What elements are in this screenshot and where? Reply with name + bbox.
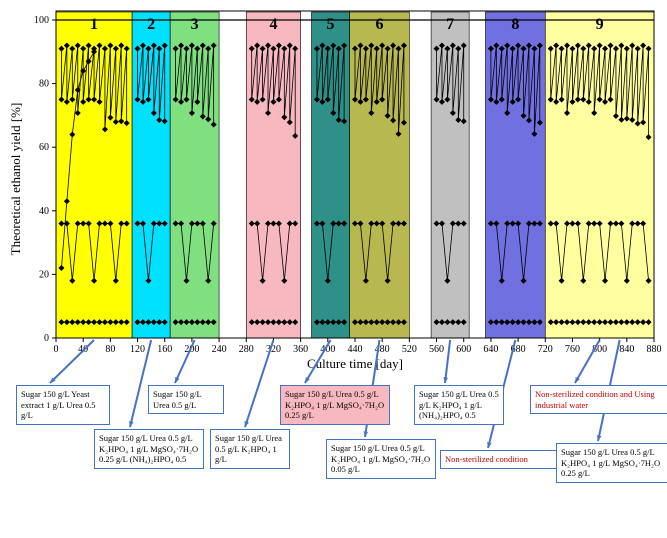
- cond-8: Non-sterilized condition: [440, 450, 560, 469]
- svg-text:100: 100: [34, 15, 49, 26]
- cond-2: Sugar 150 g/L Urea 0.5 g/L K₂HPO₄ 1 g/L …: [94, 429, 204, 469]
- svg-text:8: 8: [511, 16, 519, 33]
- cond-5: Sugar 150 g/L Urea 0.5 g/L K₂HPO₄ 1 g/L …: [280, 385, 390, 425]
- svg-text:Culture time [day]: Culture time [day]: [307, 356, 403, 371]
- cond-1: Sugar 150 g/L Yeast extract 1 g/L Urea 0…: [16, 385, 110, 425]
- svg-text:160: 160: [157, 344, 172, 355]
- svg-text:2: 2: [147, 16, 155, 33]
- svg-text:440: 440: [348, 344, 363, 355]
- svg-text:720: 720: [538, 344, 553, 355]
- svg-text:880: 880: [647, 344, 662, 355]
- svg-text:20: 20: [39, 269, 49, 280]
- svg-text:240: 240: [212, 344, 227, 355]
- svg-text:0: 0: [44, 333, 49, 344]
- svg-text:760: 760: [565, 344, 580, 355]
- svg-text:600: 600: [456, 344, 471, 355]
- cond-7: Sugar 150 g/L Urea 0.5 g/L K₂HPO₄ 1 g/L …: [414, 385, 504, 425]
- svg-text:3: 3: [191, 16, 199, 33]
- svg-text:40: 40: [39, 206, 49, 217]
- svg-text:4: 4: [269, 16, 277, 33]
- svg-text:120: 120: [130, 344, 145, 355]
- cond-6: Sugar 150 g/L Urea 0.5 g/L K₂HPO₄ 1 g/L …: [326, 439, 436, 479]
- cond-4: Sugar 150 g/L Urea 0.5 g/L K₂HPO₄ 1 g/L: [210, 429, 290, 469]
- cond-9b: Sugar 150 g/L Urea 0.5 g/L K₂HPO₄ 1 g/L …: [556, 443, 667, 483]
- svg-text:9: 9: [596, 16, 604, 33]
- cond-9a: Non-sterilized condition and Using indus…: [530, 385, 667, 414]
- svg-text:560: 560: [429, 344, 444, 355]
- svg-text:7: 7: [446, 16, 454, 33]
- svg-text:6: 6: [375, 16, 383, 33]
- svg-text:80: 80: [105, 344, 115, 355]
- svg-text:360: 360: [293, 344, 308, 355]
- cond-3: Sugar 150 g/L Urea 0.5 g/L: [148, 385, 224, 414]
- svg-text:80: 80: [39, 79, 49, 90]
- svg-text:0: 0: [54, 344, 59, 355]
- svg-text:640: 640: [483, 344, 498, 355]
- svg-text:60: 60: [39, 142, 49, 153]
- svg-text:Theoretical ethanol yield [%]: Theoretical ethanol yield [%]: [8, 103, 23, 256]
- svg-text:840: 840: [619, 344, 634, 355]
- svg-text:5: 5: [327, 16, 335, 33]
- svg-text:1: 1: [90, 16, 98, 33]
- svg-text:280: 280: [239, 344, 254, 355]
- svg-text:520: 520: [402, 344, 417, 355]
